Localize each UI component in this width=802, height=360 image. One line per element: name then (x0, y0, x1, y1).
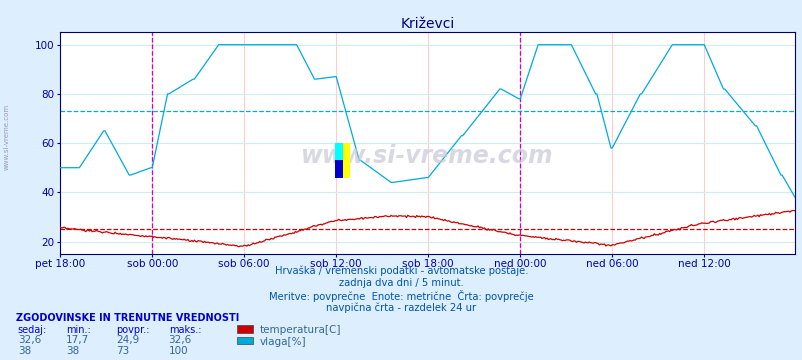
Text: 24,9: 24,9 (116, 335, 140, 345)
Text: ZGODOVINSKE IN TRENUTNE VREDNOSTI: ZGODOVINSKE IN TRENUTNE VREDNOSTI (16, 313, 239, 323)
Text: 17,7: 17,7 (66, 335, 89, 345)
Title: Križevci: Križevci (400, 17, 454, 31)
Text: sedaj:: sedaj: (18, 325, 47, 335)
Text: 38: 38 (18, 346, 31, 356)
Text: 38: 38 (66, 346, 79, 356)
Text: maks.:: maks.: (168, 325, 200, 335)
Text: www.si-vreme.com: www.si-vreme.com (3, 104, 10, 170)
Text: zadnja dva dni / 5 minut.: zadnja dva dni / 5 minut. (338, 278, 464, 288)
Text: min.:: min.: (66, 325, 91, 335)
Text: 73: 73 (116, 346, 130, 356)
Bar (334, 143, 342, 177)
Bar (334, 160, 342, 177)
Text: temperatura[C]: temperatura[C] (259, 325, 340, 336)
Text: 100: 100 (168, 346, 188, 356)
Bar (334, 143, 350, 177)
Text: vlaga[%]: vlaga[%] (259, 337, 306, 347)
Text: povpr.:: povpr.: (116, 325, 150, 335)
Text: 32,6: 32,6 (18, 335, 41, 345)
Text: navpična črta - razdelek 24 ur: navpična črta - razdelek 24 ur (326, 302, 476, 313)
Text: Hrvaška / vremenski podatki - avtomatske postaje.: Hrvaška / vremenski podatki - avtomatske… (274, 266, 528, 276)
Text: 32,6: 32,6 (168, 335, 192, 345)
Text: www.si-vreme.com: www.si-vreme.com (301, 144, 553, 168)
Text: Meritve: povprečne  Enote: metrične  Črta: povprečje: Meritve: povprečne Enote: metrične Črta:… (269, 290, 533, 302)
